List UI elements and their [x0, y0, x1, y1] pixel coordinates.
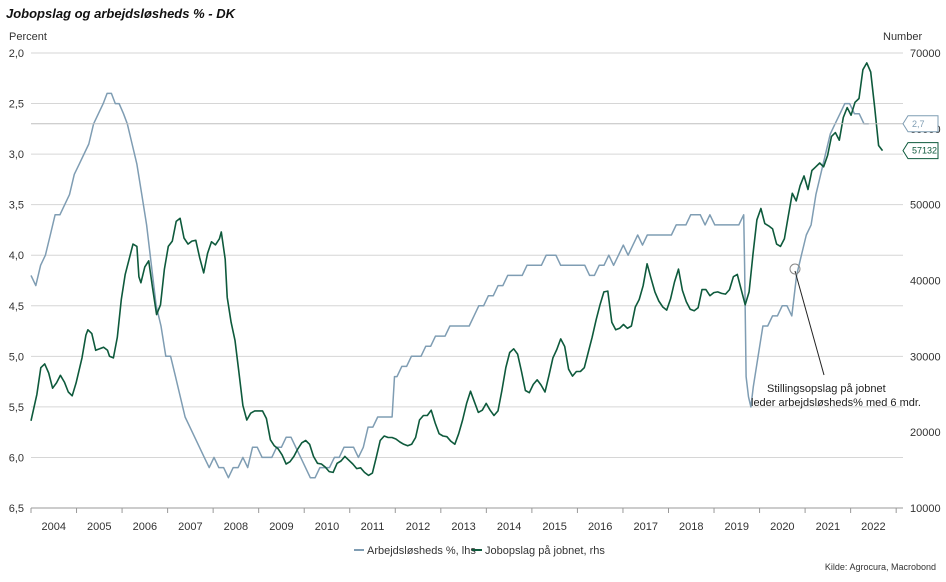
end-label-unemployment-text: 2,7: [912, 119, 925, 129]
end-label-jobpostings: 57132: [902, 142, 939, 160]
x-tick-label: 2017: [633, 521, 657, 533]
right-axis-ticks: 10000200003000040000500006000070000: [910, 48, 941, 515]
left-tick-label: 6,0: [9, 452, 24, 464]
end-label-jobpostings-text: 57132: [912, 146, 937, 156]
x-tick-label: 2016: [588, 521, 612, 533]
annotation-text-line2: leder arbejdsløsheds% med 6 mdr.: [751, 397, 921, 409]
right-tick-label: 30000: [910, 351, 941, 363]
x-tick-label: 2010: [315, 521, 339, 533]
left-tick-label: 5,5: [9, 402, 24, 414]
annotation-marker: [789, 263, 801, 275]
end-label-unemployment: 2,7: [902, 115, 939, 133]
legend-label-unemployment: Arbejdsløsheds %, lhs: [367, 545, 476, 557]
right-tick-label: 10000: [910, 503, 941, 515]
left-tick-label: 4,5: [9, 301, 24, 313]
right-tick-label: 20000: [910, 427, 941, 439]
x-tick-label: 2015: [542, 521, 566, 533]
x-tick-label: 2011: [361, 521, 385, 533]
left-axis-ticks: 2,0 2,5 3,0 3,5 4,0 4,5 5,0 5,5 6,0 6,5: [9, 48, 24, 515]
x-tick-label: 2007: [178, 521, 202, 533]
series-layer: [30, 62, 884, 479]
x-tick-label: 2012: [406, 521, 430, 533]
x-tick-label: 2014: [497, 521, 521, 533]
legend-label-jobpostings: Jobopslag på jobnet, rhs: [485, 545, 605, 557]
annotation: Stillingsopslag på jobnet leder arbejdsl…: [751, 263, 921, 409]
left-tick-label: 5,0: [9, 351, 24, 363]
chart-title: Jobopslag og arbejdsløsheds % - DK: [6, 6, 235, 21]
right-axis-unit: Number: [883, 31, 923, 43]
unemployment-series-line: [30, 92, 869, 479]
left-tick-label: 6,5: [9, 503, 24, 515]
x-tick-label: 2005: [87, 521, 111, 533]
annotation-leader-line: [794, 270, 825, 376]
x-tick-label: 2006: [133, 521, 157, 533]
x-axis-ticks: 2004 2005 2006 2007 2008 2009 2010 2011 2012 2013…: [30, 508, 897, 533]
grid-lines: [31, 52, 903, 509]
left-axis-unit: Percent: [9, 31, 47, 43]
right-tick-label: 40000: [910, 276, 941, 288]
right-tick-label: 50000: [910, 200, 941, 212]
x-tick-label: 2008: [224, 521, 248, 533]
end-labels: 2,7 57132: [31, 115, 939, 160]
x-tick-label: 2013: [451, 521, 475, 533]
x-tick-label: 2019: [725, 521, 749, 533]
x-tick-label: 2021: [816, 521, 840, 533]
jobpostings-series-line: [30, 62, 884, 477]
left-tick-label: 3,0: [9, 149, 24, 161]
x-tick-label: 2009: [269, 521, 293, 533]
right-tick-label: 70000: [910, 48, 941, 60]
left-tick-label: 3,5: [9, 200, 24, 212]
left-tick-label: 2,0: [9, 48, 24, 60]
annotation-text-line1: Stillingsopslag på jobnet: [767, 383, 886, 395]
end-label-unemployment-box: [902, 115, 939, 133]
legend: Arbejdsløsheds %, lhs Jobopslag på jobne…: [354, 545, 605, 557]
x-tick-label: 2018: [679, 521, 703, 533]
end-label-jobpostings-box: [902, 142, 939, 160]
x-tick-label: 2004: [42, 521, 66, 533]
source-note: Kilde: Agrocura, Macrobond: [824, 562, 936, 572]
x-tick-label: 2020: [770, 521, 794, 533]
left-tick-label: 4,0: [9, 250, 24, 262]
x-tick-label: 2022: [861, 521, 885, 533]
left-tick-label: 2,5: [9, 99, 24, 111]
